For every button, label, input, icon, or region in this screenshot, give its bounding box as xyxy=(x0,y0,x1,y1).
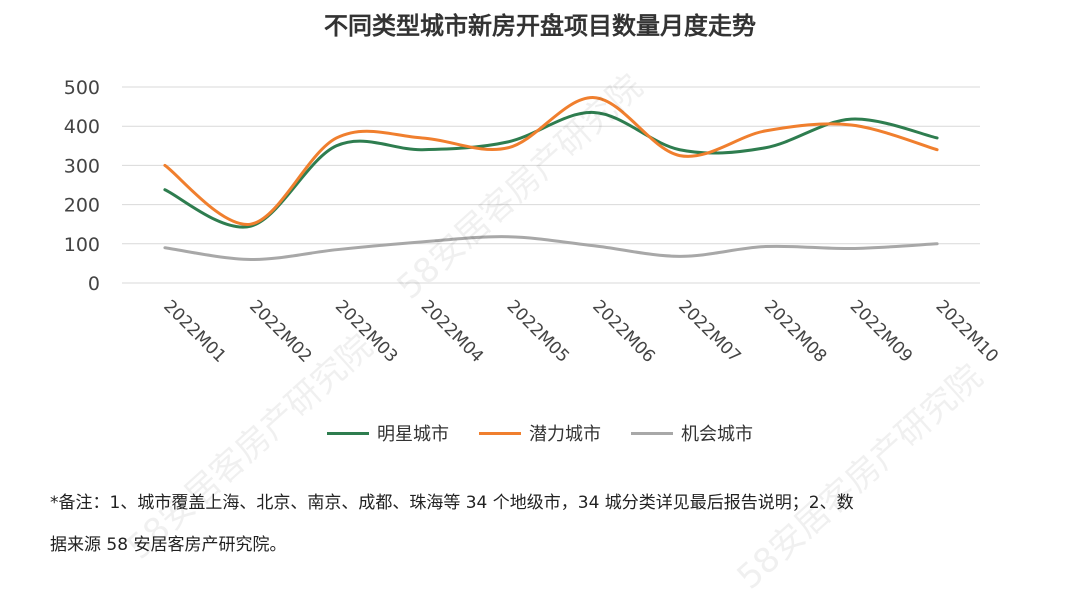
series-line-2 xyxy=(163,235,939,261)
grid-lines xyxy=(122,86,980,284)
series-line-1 xyxy=(163,96,939,226)
x-axis-ticks: 2022M01 2022M02 2022M03 2022M04 2022M05 2022M… xyxy=(159,296,1002,366)
legend-label-opportunity: 机会城市 xyxy=(681,424,753,445)
legend-swatch-star xyxy=(327,431,369,435)
x-tick-label: 2022M05 xyxy=(503,296,573,366)
footnote: *备注：1、城市覆盖上海、北京、南京、成都、珠海等 34 个地级市，34 城分类… xyxy=(50,482,1040,566)
legend-label-star: 明星城市 xyxy=(377,424,449,445)
series-line-0 xyxy=(163,110,939,229)
x-tick-label: 2022M08 xyxy=(760,296,830,366)
footnote-line-1: *备注：1、城市覆盖上海、北京、南京、成都、珠海等 34 个地级市，34 城分类… xyxy=(50,493,854,513)
y-tick-label: 500 xyxy=(64,77,100,99)
legend-swatch-potential xyxy=(479,431,521,435)
legend: 明星城市 潜力城市 机会城市 xyxy=(0,420,1080,446)
y-tick-label: 200 xyxy=(64,195,100,217)
legend-item-potential[interactable]: 潜力城市 xyxy=(479,420,601,446)
x-tick-label: 2022M01 xyxy=(159,296,229,366)
x-tick-label: 2022M09 xyxy=(846,296,916,366)
series-lines xyxy=(163,96,939,261)
chart-title: 不同类型城市新房开盘项目数量月度走势 xyxy=(324,12,756,40)
x-tick-label: 2022M04 xyxy=(417,296,487,366)
y-tick-label: 100 xyxy=(64,234,100,256)
legend-item-star[interactable]: 明星城市 xyxy=(327,420,449,446)
x-tick-label: 2022M02 xyxy=(245,296,315,366)
y-tick-label: 400 xyxy=(64,116,100,138)
legend-item-opportunity[interactable]: 机会城市 xyxy=(631,420,753,446)
x-tick-label: 2022M10 xyxy=(932,296,1002,366)
legend-label-potential: 潜力城市 xyxy=(529,424,601,445)
y-tick-label: 0 xyxy=(88,273,100,295)
x-tick-label: 2022M07 xyxy=(674,296,744,366)
x-tick-label: 2022M06 xyxy=(588,296,658,366)
y-tick-label: 300 xyxy=(64,155,100,177)
y-axis-ticks: 0 100 200 300 400 500 xyxy=(64,77,100,295)
legend-swatch-opportunity xyxy=(631,431,673,435)
x-tick-label: 2022M03 xyxy=(331,296,401,366)
footnote-line-2: 据来源 58 安居客房产研究院。 xyxy=(50,535,287,555)
